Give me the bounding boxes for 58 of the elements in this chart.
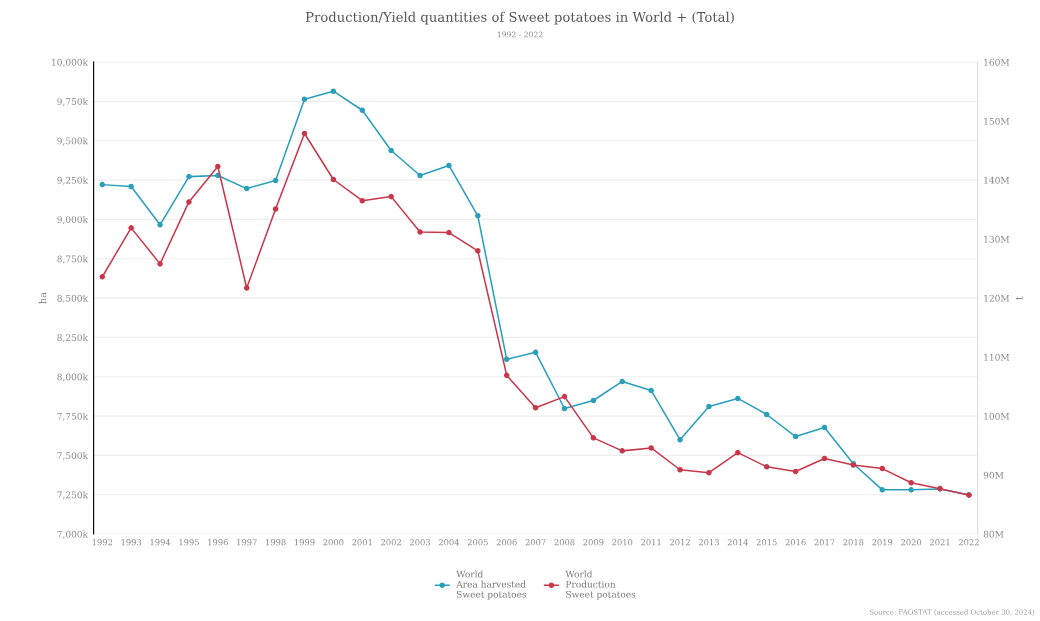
y2-tick-label: 120M (984, 294, 1010, 302)
x-tick-label: 1997 (237, 539, 257, 546)
x-tick-label: 2011 (641, 539, 661, 546)
x-tick-label: 2000 (323, 539, 344, 546)
x-tick-label: 2006 (496, 539, 517, 546)
legend-label: World Area harvested Sweet potatoes (456, 570, 527, 600)
x-tick-label: 2013 (698, 539, 719, 546)
y-tick-label: 7,250k (57, 491, 89, 500)
x-tick-label: 2016 (785, 539, 806, 546)
y2-tick-label: 110M (984, 353, 1010, 361)
x-tick-label: 2004 (438, 539, 460, 546)
y-tick-label: 8,000k (57, 373, 89, 382)
x-tick-label: 2007 (525, 539, 546, 546)
x-tick-label: 2020 (901, 539, 922, 546)
legend-label: World Production Sweet potatoes (565, 570, 636, 600)
y-tick-label: 9,000k (57, 215, 89, 225)
y-tick-label: 8,500k (57, 294, 89, 303)
x-tick-label: 2010 (612, 539, 633, 546)
x-tick-label: 2003 (410, 539, 431, 546)
x-tick-label: 1992 (92, 539, 113, 546)
x-tick-label: 1994 (150, 539, 171, 546)
x-tick-label: 1996 (208, 539, 228, 546)
x-tick-label: 2021 (930, 539, 950, 546)
y2-tick-label: 100M (984, 412, 1010, 420)
y-tick-label: 9,500k (57, 137, 89, 146)
y2-tick-label: 140M (984, 176, 1010, 184)
x-tick-label: 1995 (179, 539, 199, 546)
y-tick-label: 9,250k (57, 176, 89, 185)
x-tick-label: 2015 (756, 539, 777, 546)
y-axis-title: ha (38, 292, 47, 304)
x-tick-label: 2014 (727, 539, 749, 546)
x-tick-label: 2009 (583, 539, 604, 546)
y2-tick-label: 160M (984, 58, 1010, 66)
x-tick-label: 1999 (294, 539, 315, 546)
y-tick-label: 7,500k (57, 451, 89, 461)
x-tick-label: 1998 (266, 539, 286, 546)
x-tick-label: 2017 (814, 539, 835, 546)
x-tick-label: 2008 (554, 539, 575, 546)
x-tick-label: 2001 (352, 539, 372, 546)
y2-axis-title: t (1015, 296, 1023, 300)
x-tick-label: 2018 (843, 539, 864, 546)
x-tick-label: 2022 (958, 539, 979, 546)
x-tick-label: 2002 (381, 539, 401, 546)
y2-tick-label: 130M (984, 235, 1010, 243)
y2-tick-label: 80M (983, 530, 1004, 538)
x-tick-label: 1993 (121, 539, 142, 546)
y-tick-label: 7,000k (57, 530, 89, 539)
chart-title: Production/Yield quantities of Sweet potatoes in World + (Total) (305, 11, 734, 25)
x-tick-label: 2012 (670, 539, 690, 546)
y-tick-label: 8,250k (57, 333, 89, 343)
y-tick-label: 8,750k (57, 255, 89, 264)
y-tick-label: 10,000k (52, 58, 89, 67)
y-tick-label: 7,750k (57, 412, 89, 421)
y2-tick-label: 90M (983, 471, 1004, 479)
x-tick-label: 2019 (872, 539, 893, 546)
y2-tick-label: 150M (984, 117, 1010, 125)
y-tick-label: 9,750k (57, 98, 89, 107)
x-tick-label: 2005 (467, 539, 488, 546)
